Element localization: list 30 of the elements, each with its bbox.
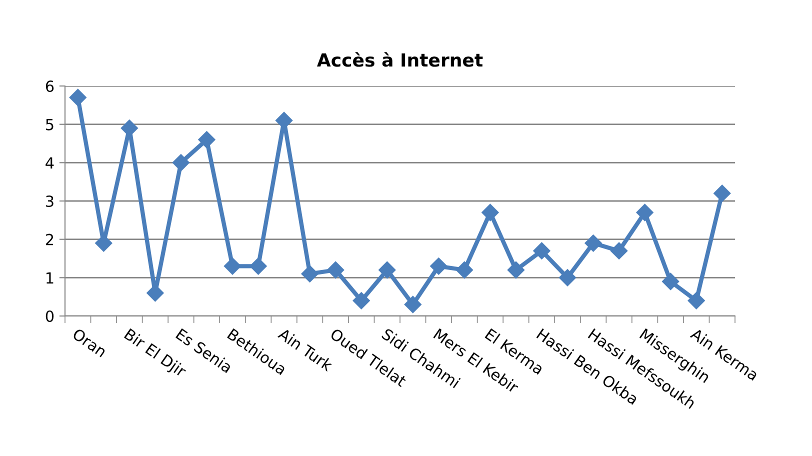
y-tick-label: 6 [46, 80, 54, 92]
point [714, 184, 731, 202]
point [198, 131, 216, 148]
point [69, 88, 86, 106]
point [507, 261, 525, 279]
point [250, 258, 267, 275]
y-tick-label: 5 [46, 119, 54, 130]
point [482, 204, 499, 222]
point [688, 292, 705, 310]
y-tick-label: 0 [46, 310, 54, 322]
y-tick-label: 4 [46, 157, 54, 168]
point [662, 272, 680, 290]
point [584, 234, 602, 252]
point [636, 204, 654, 222]
point [456, 261, 473, 279]
point [224, 258, 242, 275]
point [404, 296, 422, 314]
y-tick-label: 1 [46, 272, 54, 284]
y-tick-label: 3 [46, 195, 54, 208]
point [378, 261, 396, 279]
point [352, 292, 370, 310]
point [558, 269, 576, 286]
point [610, 242, 628, 260]
chart-title: Accès à Internet [316, 52, 483, 67]
point [533, 242, 550, 260]
y-tick-label: 2 [46, 234, 54, 246]
point [327, 261, 344, 279]
point [430, 258, 448, 275]
point [172, 154, 190, 172]
point [301, 265, 318, 282]
